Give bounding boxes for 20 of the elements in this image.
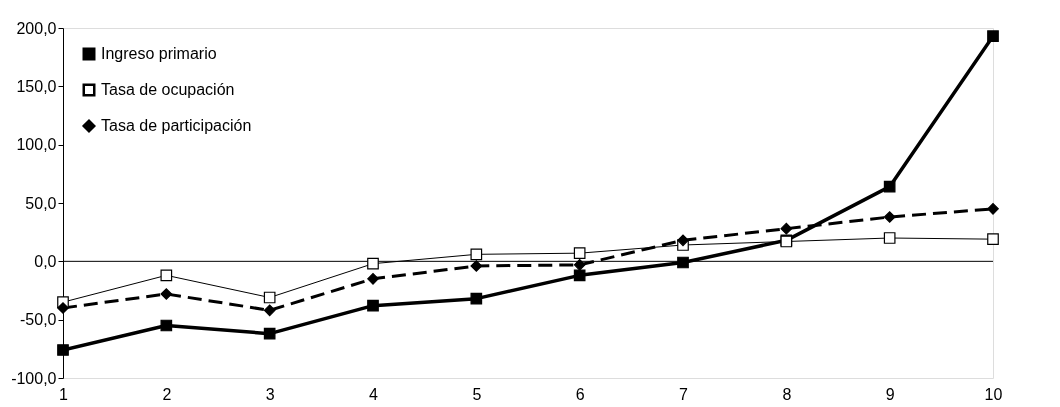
x-tick-label: 3 xyxy=(265,385,275,403)
y-tick-label: 150,0 xyxy=(16,77,57,95)
x-tick-label: 6 xyxy=(575,385,585,403)
x-tick-label: 7 xyxy=(679,385,689,403)
y-tick-label: 50,0 xyxy=(25,194,57,212)
x-tick-label: 10 xyxy=(984,385,1003,403)
x-tick-label: 8 xyxy=(782,385,792,403)
legend-label: Tasa de participación xyxy=(101,117,252,134)
y-tick-label: 100,0 xyxy=(16,136,57,154)
y-tick-label: 0,0 xyxy=(34,252,57,270)
x-tick-label: 2 xyxy=(162,385,172,403)
x-tick-label: 9 xyxy=(885,385,895,403)
legend-label: Ingreso primario xyxy=(101,45,217,62)
x-tick-label: 5 xyxy=(472,385,482,403)
x-tick-label: 1 xyxy=(59,385,69,403)
legend-label: Tasa de ocupación xyxy=(101,81,235,98)
x-tick-label: 4 xyxy=(369,385,379,403)
y-tick-label: 200,0 xyxy=(16,19,57,37)
y-tick-label: -50,0 xyxy=(20,311,57,329)
y-tick-label: -100,0 xyxy=(11,369,57,387)
